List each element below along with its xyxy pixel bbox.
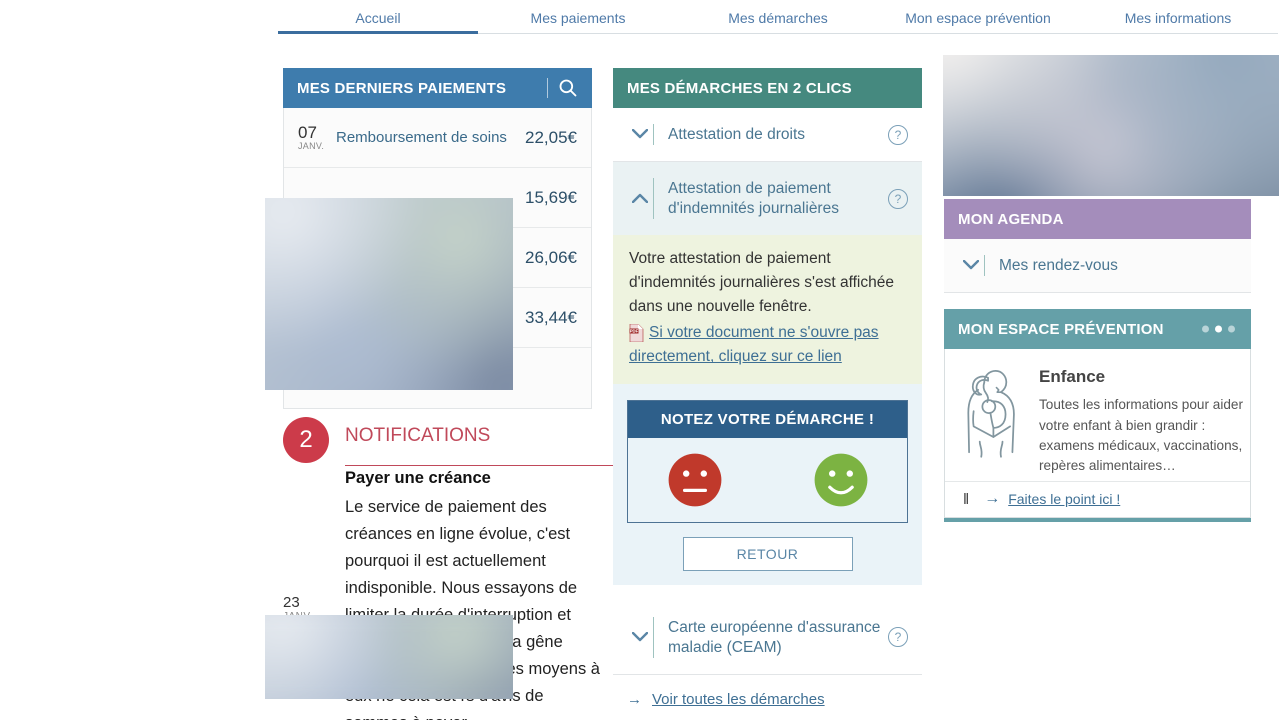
svg-text:PDF: PDF — [630, 329, 639, 334]
